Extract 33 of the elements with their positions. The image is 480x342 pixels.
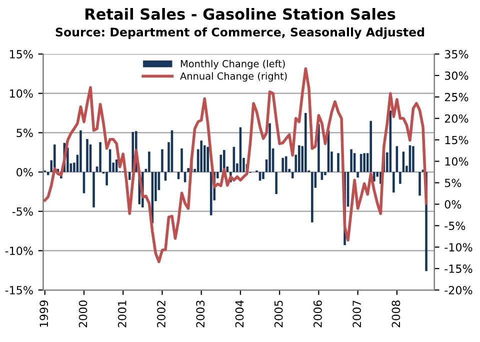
- y-tick-label: -10%: [5, 246, 33, 256]
- y2-tick-label: -10%: [444, 243, 472, 252]
- x-tick-label: 2008: [392, 300, 400, 328]
- y2-tick-label: 10%: [445, 157, 468, 166]
- y-tick-label: 10%: [10, 89, 33, 98]
- y-tick-label: 5%: [16, 128, 33, 138]
- x-tick-label: 2002: [157, 300, 166, 328]
- y2-tick-label: 0%: [444, 200, 462, 209]
- y2-tick-label: -15%: [444, 264, 472, 273]
- x-tick-label: 1999: [40, 300, 48, 327]
- y2-tick-label: 25%: [444, 92, 468, 102]
- y-tick-label: -5%: [12, 207, 33, 216]
- x-tick-label: 2004: [235, 300, 244, 328]
- y2-tick-label: 20%: [444, 114, 468, 123]
- x-tick-label: 2005: [274, 300, 283, 328]
- y-tick-label: 0%: [16, 168, 33, 176]
- legend-label: Monthly Change (left): [180, 60, 285, 70]
- y2-tick-label: -5%: [444, 222, 466, 230]
- chart-title: Retail Sales - Gasoline Station Sales: [85, 8, 396, 20]
- x-tick-label: 2000: [78, 300, 88, 328]
- x-tick-label: 2007: [352, 300, 362, 328]
- y2-tick-label: 35%: [444, 50, 468, 58]
- y2-tick-label: -20%: [444, 286, 472, 294]
- x-tick-label: 2003: [196, 300, 205, 328]
- legend-label: Annual Change (right): [180, 72, 287, 82]
- y2-tick-label: 15%: [445, 136, 468, 144]
- chart-subtitle: Source: Department of Commerce, Seasonally Adjusted: [56, 27, 424, 39]
- y-tick-label: -15%: [5, 286, 33, 294]
- x-tick-label: 2006: [314, 300, 322, 328]
- y2-tick-label: 5%: [444, 178, 462, 188]
- y-tick-label: 15%: [10, 50, 33, 58]
- y2-tick-label: 30%: [444, 71, 468, 80]
- x-tick-label: 2001: [118, 300, 126, 328]
